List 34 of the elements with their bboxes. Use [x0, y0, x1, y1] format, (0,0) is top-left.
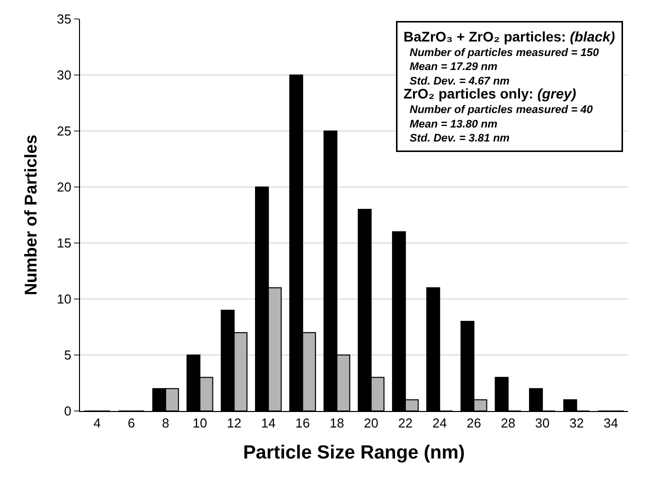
- x-axis-title: Particle Size Range (nm): [243, 442, 465, 464]
- annotation: BaZrO₃ + ZrO₂ particles: (black): [404, 28, 616, 44]
- x-tick-label: 24: [432, 416, 447, 431]
- x-tick-label: 4: [94, 416, 101, 431]
- x-tick-label: 28: [500, 416, 516, 431]
- x-tick-label: 34: [604, 416, 618, 431]
- x-tick-label: 14: [261, 416, 276, 431]
- x-tick-label: 8: [162, 416, 170, 431]
- y-tick-label: 0: [64, 404, 72, 419]
- y-tick-label: 20: [56, 180, 72, 195]
- annotation: Std. Dev. = 4.67 nm: [410, 75, 510, 88]
- annotation: Mean = 17.29 nm: [410, 61, 498, 74]
- x-tick-label: 6: [128, 416, 135, 431]
- annotation: Mean = 13.80 nm: [410, 118, 498, 130]
- x-tick-label: 20: [364, 416, 378, 431]
- x-tick-label: 12: [226, 416, 242, 431]
- y-tick-label: 30: [56, 68, 72, 83]
- y-tick-label: 15: [56, 236, 72, 251]
- annotation: Number of particles measured = 150: [410, 46, 600, 59]
- x-tick-label: 32: [569, 416, 584, 431]
- x-tick-label: 10: [192, 416, 208, 431]
- x-tick-label: 16: [295, 416, 310, 431]
- annotation: Number of particles measured = 40: [410, 104, 594, 116]
- y-tick-label: 25: [56, 124, 72, 139]
- x-tick-label: 26: [466, 416, 482, 431]
- y-tick-label: 35: [56, 12, 72, 27]
- y-tick-label: 10: [56, 292, 72, 307]
- annotation: Std. Dev. = 3.81 nm: [410, 132, 510, 145]
- y-axis-title: Number of Particles: [21, 134, 40, 296]
- annotation: ZrO₂ particles only: (grey): [404, 86, 577, 102]
- y-tick-label: 5: [64, 348, 72, 363]
- x-tick-label: 30: [535, 416, 550, 431]
- x-tick-label: 18: [330, 416, 344, 431]
- x-tick-label: 22: [398, 416, 413, 431]
